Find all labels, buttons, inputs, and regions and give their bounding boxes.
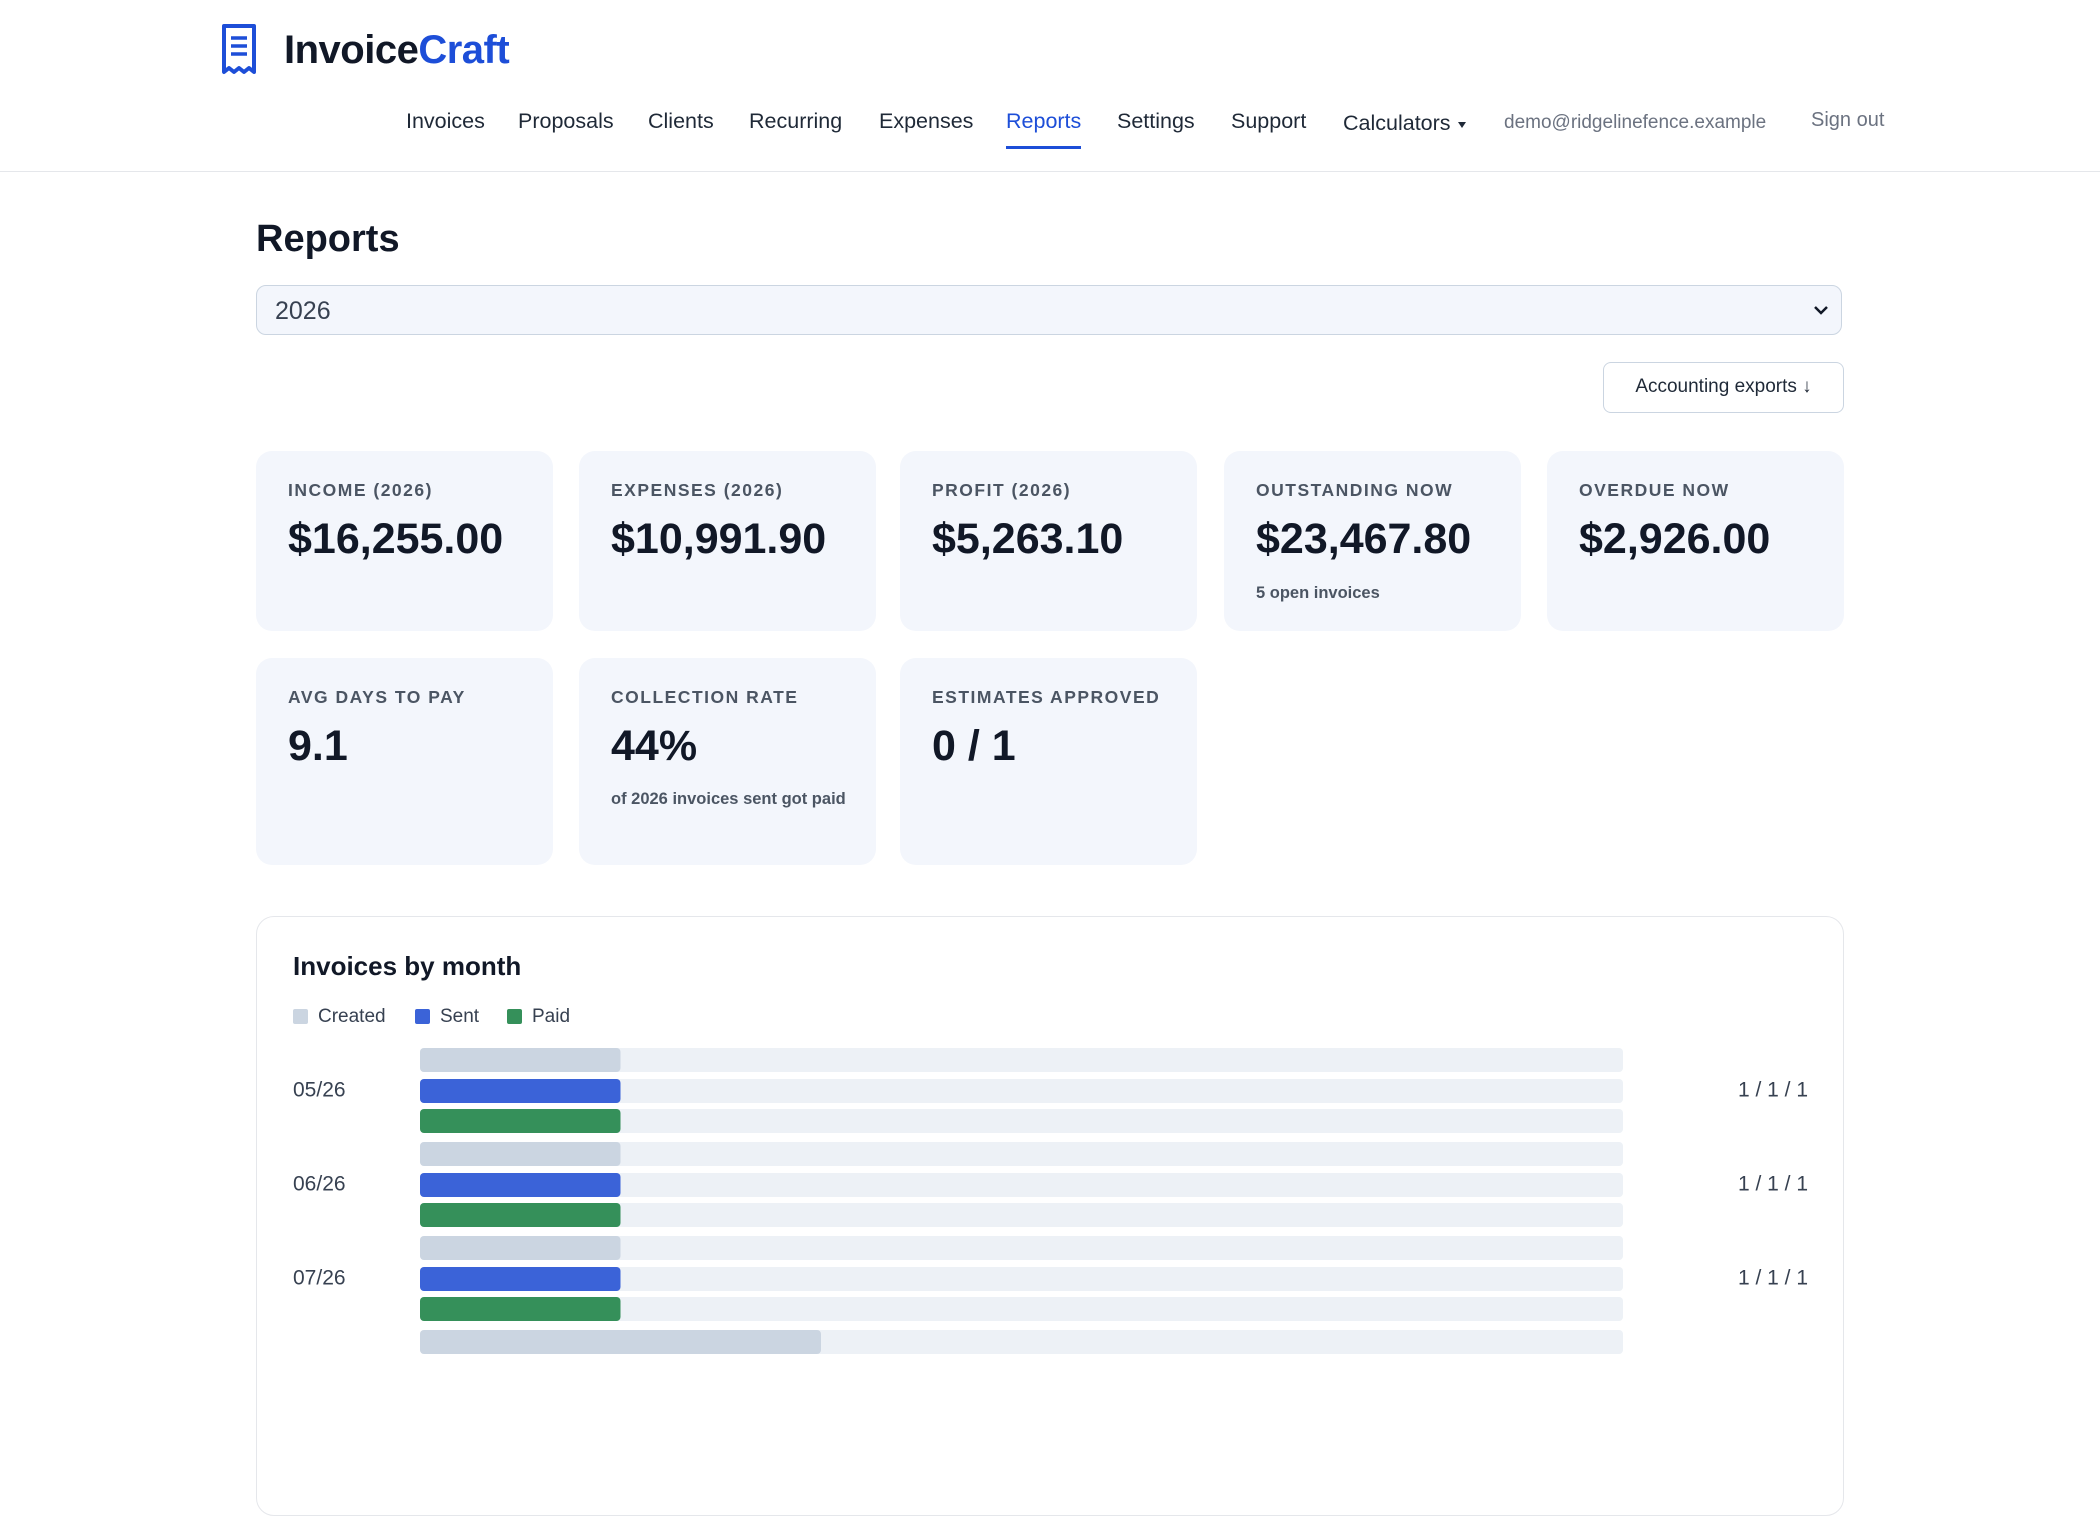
nav-link[interactable]: Clients (648, 109, 714, 133)
chart: Invoices by month Created Sent Paid 05/26 1 … (293, 951, 1808, 1415)
stat-label: EXPENSES (2026) (611, 480, 784, 500)
chart-title: Invoices by month (293, 951, 521, 981)
page-title: Reports (256, 218, 400, 260)
chevron (1814, 306, 1828, 315)
bar (420, 1297, 621, 1321)
nav-link[interactable]: Invoices (406, 109, 485, 133)
bar (420, 1236, 621, 1260)
header: InvoiceCraft Invoices Proposals Clients Rec… (0, 0, 2100, 172)
year-select[interactable]: 2026 (256, 285, 1842, 335)
stat-label: INCOME (2026) (288, 480, 433, 500)
bar-track (420, 1109, 1623, 1133)
stat-value: 0 / 1 (932, 722, 1016, 770)
bar-track (420, 1267, 1623, 1291)
nav-link[interactable]: Reports (1006, 109, 1082, 149)
month-label: 05/26 (293, 1079, 346, 1102)
stat-card: COLLECTION RATE 44% of 2026 invoices sent … (579, 658, 876, 865)
row-value-label: 1 / 1 / 1 (1738, 1173, 1808, 1196)
dropdown-caret (1457, 122, 1466, 128)
stat-card: ESTIMATES APPROVED 0 / 1 (900, 658, 1197, 865)
row-value-label: 1 / 1 / 1 (1738, 1267, 1808, 1290)
nav-link[interactable]: Settings (1117, 109, 1195, 133)
stat-label: PROFIT (2026) (932, 480, 1072, 500)
stat-label: OUTSTANDING NOW (1256, 480, 1454, 500)
stat-card: AVG DAYS TO PAY 9.1 (256, 658, 553, 865)
nav-link[interactable]: Expenses (879, 109, 974, 133)
stat-value: $10,991.90 (611, 515, 827, 563)
bar-track (420, 1142, 1623, 1166)
logo-accent: Craft (418, 28, 510, 72)
legend-swatch (415, 1009, 430, 1024)
month-label: 06/26 (293, 1173, 346, 1196)
stat-value: $5,263.10 (932, 515, 1124, 563)
stat-label: COLLECTION RATE (611, 687, 799, 707)
stat-value: $16,255.00 (288, 515, 504, 563)
stat-card: EXPENSES (2026) $10,991.90 (579, 451, 876, 631)
bar-track (420, 1236, 1623, 1260)
stat-card: OVERDUE NOW $2,926.00 (1547, 451, 1844, 631)
bar (420, 1109, 621, 1133)
export-button[interactable]: Accounting exports ↓ (1603, 362, 1844, 413)
bar-track (420, 1203, 1623, 1227)
bar (420, 1048, 621, 1072)
logo-icon (222, 24, 256, 74)
bar-track (420, 1297, 1623, 1321)
legend-label: Created (318, 1006, 386, 1027)
stat-note: 5 open invoices (1256, 584, 1380, 602)
bar (420, 1203, 621, 1227)
stat-label: OVERDUE NOW (1579, 480, 1730, 500)
year-value: 2026 (275, 297, 331, 325)
legend-swatch (293, 1009, 308, 1024)
bar-track (420, 1048, 1623, 1072)
bar (420, 1330, 821, 1354)
stat-note: of 2026 invoices sent got paid (611, 790, 846, 808)
stat-label: ESTIMATES APPROVED (932, 687, 1161, 707)
bar (420, 1142, 621, 1166)
logo-text: Invoice (284, 28, 419, 72)
stat-card: PROFIT (2026) $5,263.10 (900, 451, 1197, 631)
nav-link[interactable]: Calculators (1343, 111, 1466, 136)
nav-link[interactable]: Support (1231, 109, 1307, 133)
bar (420, 1079, 621, 1103)
legend-swatch (507, 1009, 522, 1024)
sign-out[interactable]: Sign out (1811, 109, 1885, 131)
legend-label: Paid (532, 1006, 570, 1027)
legend-label: Sent (440, 1006, 480, 1027)
bar (420, 1173, 621, 1197)
stat-value: 44% (611, 722, 698, 770)
bar-track (420, 1079, 1623, 1103)
stat-value: $2,926.00 (1579, 515, 1771, 563)
bar-track (420, 1173, 1623, 1197)
bar (420, 1267, 621, 1291)
nav-link[interactable]: Recurring (749, 109, 843, 133)
chart-panel: Invoices by month Created Sent Paid 05/26 1 … (256, 916, 1844, 1516)
stat-card: INCOME (2026) $16,255.00 (256, 451, 553, 631)
row-value-label: 1 / 1 / 1 (1738, 1079, 1808, 1102)
stat-card: OUTSTANDING NOW $23,467.80 5 open invoices (1224, 451, 1521, 631)
logo[interactable]: InvoiceCraft (284, 28, 510, 73)
user-email: demo@ridgelinefence.example (1504, 112, 1767, 133)
month-label: 07/26 (293, 1267, 346, 1290)
stat-value: $23,467.80 (1256, 515, 1472, 563)
stat-value: 9.1 (288, 722, 348, 770)
nav-link[interactable]: Proposals (518, 109, 614, 133)
stat-label: AVG DAYS TO PAY (288, 687, 466, 707)
